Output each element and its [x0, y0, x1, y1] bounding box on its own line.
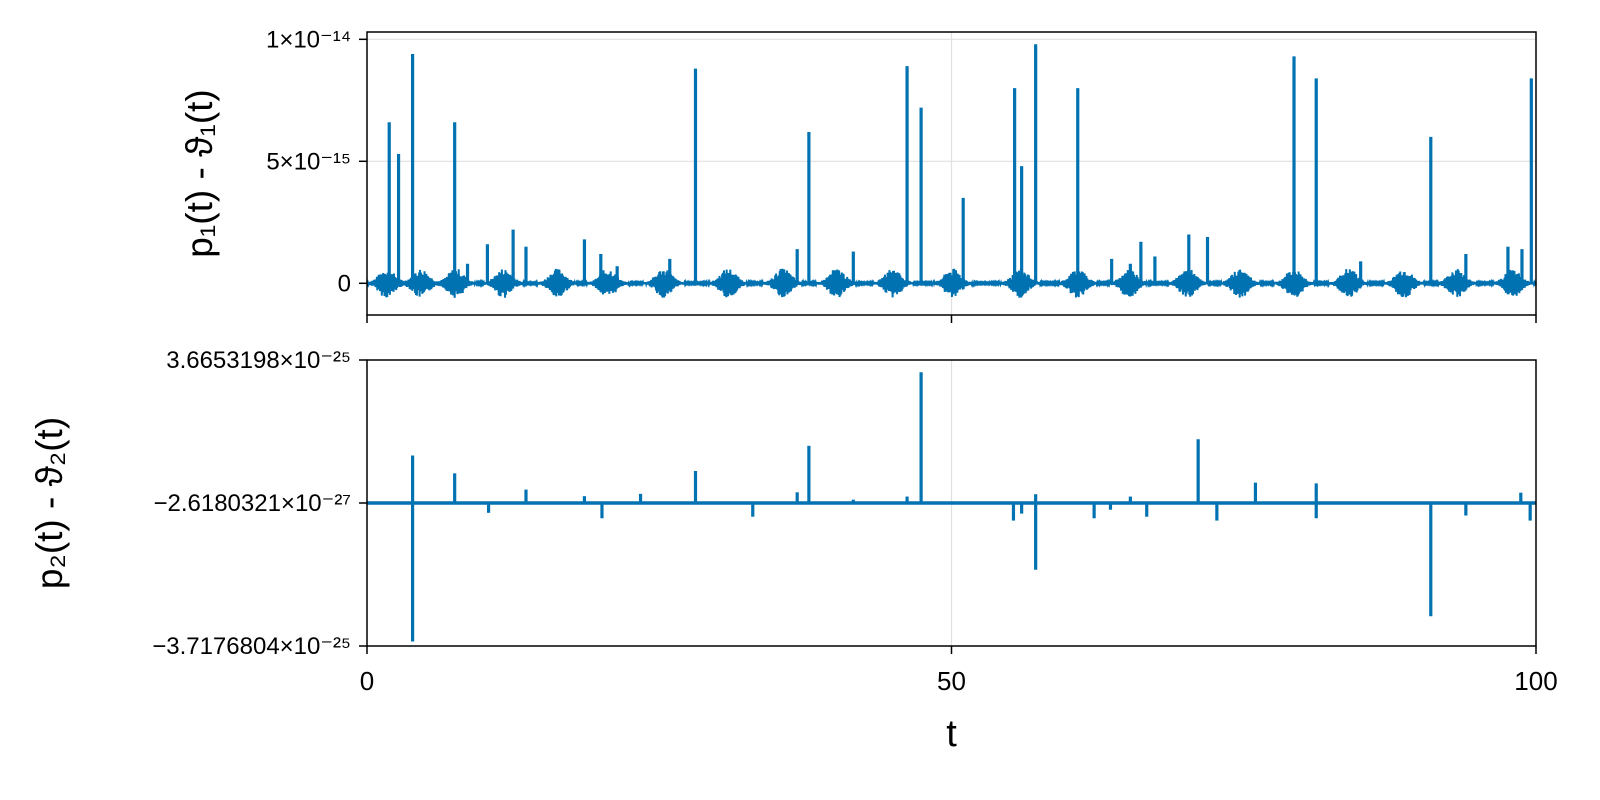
bottom-ticks: −3.7176804×10⁻²⁵ −2.6180321×10⁻²⁷ 3.665319… — [152, 347, 1557, 696]
x-tick-label: 50 — [937, 666, 966, 696]
top-y-axis-label: p₁(t) - ϑ₁(t) — [179, 89, 220, 258]
y-tick-label: −3.7176804×10⁻²⁵ — [152, 633, 351, 660]
x-axis-label: t — [946, 713, 957, 755]
y-tick-label: 0 — [338, 270, 351, 297]
y-tick-label: 5×10⁻¹⁵ — [266, 148, 351, 175]
top-panel: 0 5×10⁻¹⁵ 1×10⁻¹⁴ p₁(t) - ϑ₁(t) — [179, 26, 1537, 323]
y-tick-label: 3.6653198×10⁻²⁵ — [166, 347, 351, 374]
bottom-series — [367, 372, 1536, 642]
bottom-y-axis-label: p₂(t) - ϑ₂(t) — [29, 417, 70, 589]
x-tick-label: 0 — [360, 666, 374, 696]
x-tick-label: 100 — [1514, 666, 1557, 696]
top-ticks: 0 5×10⁻¹⁵ 1×10⁻¹⁴ — [266, 26, 1537, 323]
bottom-panel: −3.7176804×10⁻²⁵ −2.6180321×10⁻²⁷ 3.665319… — [29, 347, 1558, 755]
top-series — [366, 44, 1537, 298]
y-tick-label: −2.6180321×10⁻²⁷ — [153, 490, 351, 517]
series-trace — [366, 268, 1537, 298]
y-tick-label: 1×10⁻¹⁴ — [266, 26, 351, 53]
